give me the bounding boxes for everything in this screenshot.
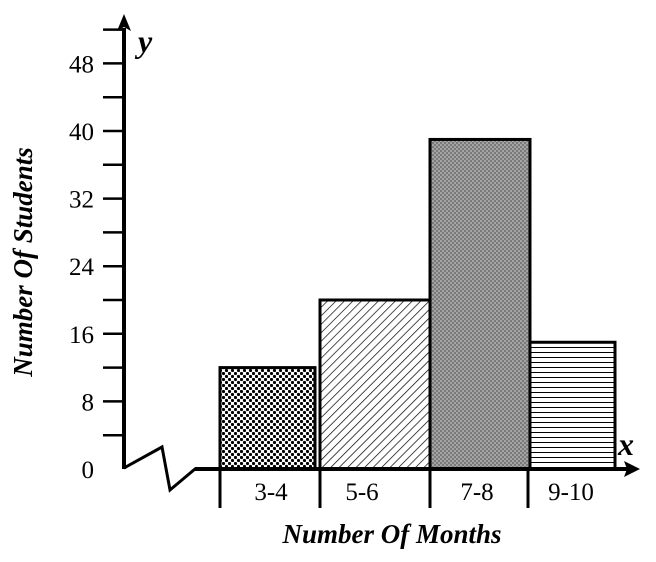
x-tick-label: 5-6 — [345, 479, 378, 506]
y-tick-label: 48 — [69, 51, 94, 78]
y-tick-label: 0 — [82, 457, 95, 484]
x-ticks-group: 3-4 5-6 7-8 9-10 — [218, 469, 594, 508]
x-axis-arrow — [624, 461, 640, 477]
bars-group — [218, 137, 617, 471]
y-axis-letter: y — [134, 23, 153, 59]
y-tick-label: 32 — [69, 187, 94, 214]
y-tick-label: 40 — [69, 119, 94, 146]
x-tick-label: 3-4 — [254, 479, 288, 506]
x-axis-letter: x — [617, 426, 634, 462]
bar-5-6 — [318, 298, 432, 471]
x-tick-label: 7-8 — [460, 479, 493, 506]
bar-9-10 — [528, 340, 617, 471]
y-axis-title: Number Of Students — [8, 147, 38, 378]
x-tick-label: 9-10 — [548, 479, 594, 506]
x-axis-title: Number Of Months — [281, 519, 501, 549]
y-ticks-group: 0 8 16 24 32 40 48 — [69, 28, 124, 484]
y-tick-label: 24 — [69, 254, 95, 281]
y-tick-label: 8 — [82, 389, 95, 416]
y-tick-label: 16 — [69, 322, 94, 349]
bar-3-4 — [218, 366, 317, 471]
bar-7-8 — [428, 137, 532, 471]
y-axis-arrow — [117, 14, 131, 31]
